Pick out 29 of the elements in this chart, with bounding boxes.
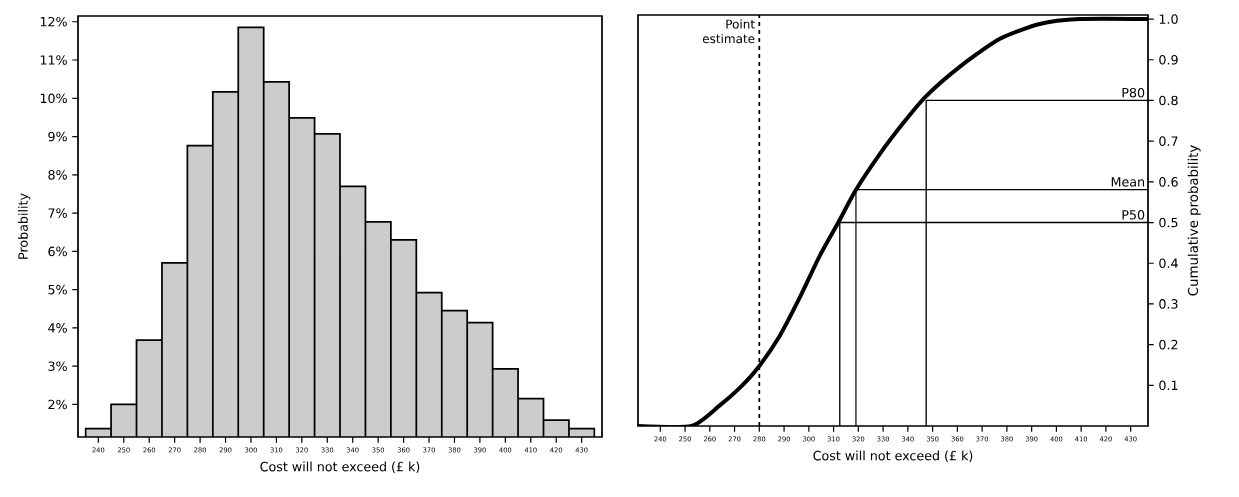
- y-tick-label: 10%: [40, 93, 67, 104]
- y-tick-label: 0.5: [1159, 217, 1178, 228]
- annotation: Mean: [1111, 177, 1145, 187]
- y-axis-title: Probability: [18, 193, 31, 259]
- y-tick-label: 0.4: [1159, 258, 1178, 269]
- y-axis-title: Cumulative probability: [1187, 145, 1201, 296]
- y-tick-label: 8%: [48, 170, 67, 180]
- annotation: P80: [1122, 87, 1145, 98]
- y-tick-label: 6%: [48, 246, 67, 257]
- y-tick-label: 9%: [48, 131, 67, 142]
- x-axis-title: Cost will not exceed (£ k): [260, 461, 420, 473]
- y-tick-label: 0.2: [1159, 339, 1178, 350]
- y-tick-label: 5%: [48, 284, 67, 295]
- y-tick-label: 0.3: [1159, 299, 1178, 309]
- y-tick-label: 0.6: [1159, 177, 1178, 187]
- x-axis-title: Cost will not exceed (£ k): [813, 450, 973, 462]
- annotation: P50: [1122, 210, 1145, 220]
- y-tick-label: 7%: [48, 208, 67, 218]
- y-tick-label: 2%: [48, 399, 67, 410]
- y-tick-label: 3%: [48, 361, 67, 371]
- ref-line-label: Point estimate: [702, 19, 755, 44]
- y-tick-label: 0.7: [1159, 136, 1178, 146]
- y-tick-label: 0.9: [1159, 54, 1178, 65]
- y-tick-label: 1.0: [1159, 14, 1178, 24]
- y-tick-label: 4%: [48, 323, 67, 333]
- y-tick-label: 0.8: [1159, 95, 1178, 106]
- y-tick-label: 11%: [40, 55, 67, 65]
- y-tick-label: 0.1: [1159, 380, 1178, 391]
- y-tick-label: 12%: [40, 16, 67, 27]
